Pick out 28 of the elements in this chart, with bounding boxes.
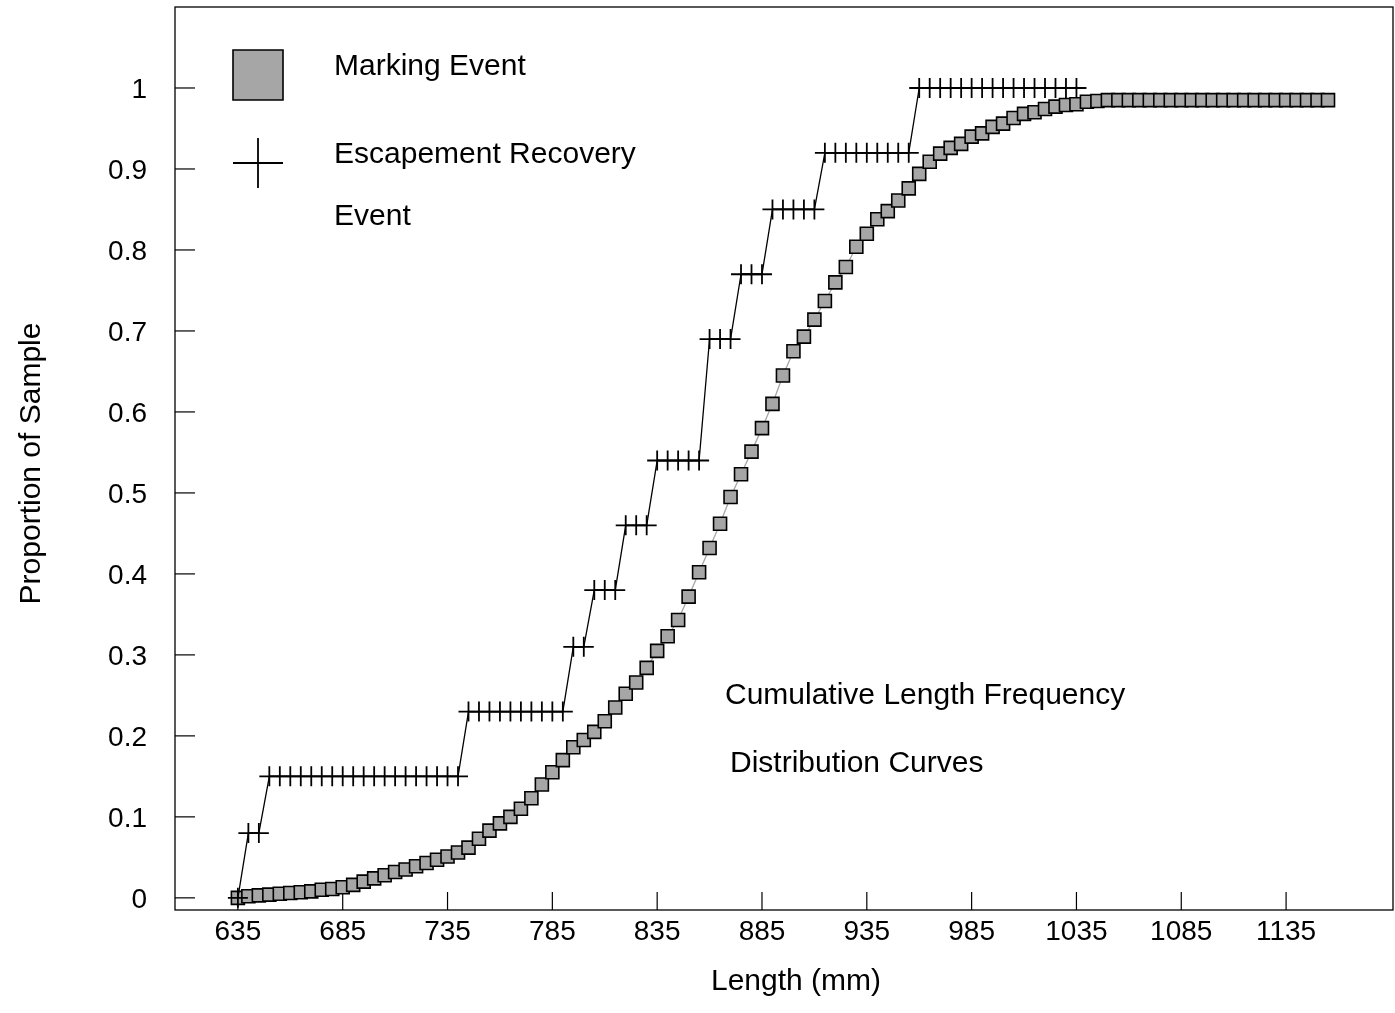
x-tick-label: 935 bbox=[843, 915, 891, 946]
y-tick-label: 0.6 bbox=[108, 396, 147, 428]
x-axis-title: Length (mm) bbox=[710, 963, 882, 996]
y-tick-label: 0.5 bbox=[108, 477, 147, 509]
x-tick-label: 1085 bbox=[1150, 915, 1213, 946]
y-axis-title: Proportion of Sample bbox=[13, 322, 46, 605]
x-tick-label: 1035 bbox=[1045, 915, 1108, 946]
x-tick-label: 785 bbox=[528, 915, 576, 946]
x-tick-label: 885 bbox=[738, 915, 786, 946]
y-tick-label: 0.3 bbox=[108, 639, 147, 671]
x-tick-label: 985 bbox=[948, 915, 995, 946]
legend-label: Marking Event bbox=[334, 48, 527, 81]
y-tick-label: 1 bbox=[131, 72, 147, 104]
y-tick-label: 0.9 bbox=[108, 153, 147, 185]
legend-label: Escapement Recovery Event bbox=[334, 136, 636, 231]
x-tick-label: 735 bbox=[424, 915, 471, 946]
x-tick-label: 1135 bbox=[1255, 915, 1317, 946]
x-tick-label: 685 bbox=[319, 915, 367, 946]
y-tick-label: 0.4 bbox=[108, 558, 147, 590]
y-tick-label: 0.2 bbox=[108, 720, 147, 752]
y-tick-label: 0.1 bbox=[108, 801, 147, 833]
y-tick-label: 0 bbox=[131, 882, 147, 914]
y-tick-label: 0.8 bbox=[108, 234, 147, 266]
x-tick-label: 835 bbox=[633, 915, 681, 946]
annotation: Cumulative Length Frequency bbox=[725, 676, 1126, 710]
annotation: Distribution Curves bbox=[730, 744, 984, 778]
x-tick-label: 635 bbox=[214, 915, 262, 946]
y-tick-label: 0.7 bbox=[108, 315, 147, 347]
